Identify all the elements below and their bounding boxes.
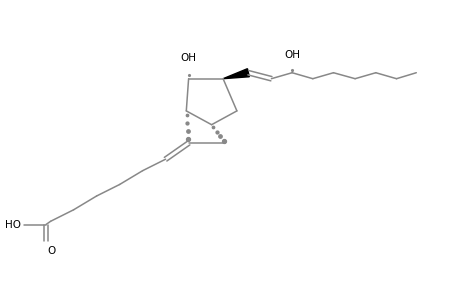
Text: O: O — [47, 246, 56, 256]
Text: OH: OH — [284, 50, 299, 60]
Polygon shape — [223, 69, 249, 79]
Text: OH: OH — [180, 52, 196, 63]
Text: HO: HO — [5, 220, 21, 230]
